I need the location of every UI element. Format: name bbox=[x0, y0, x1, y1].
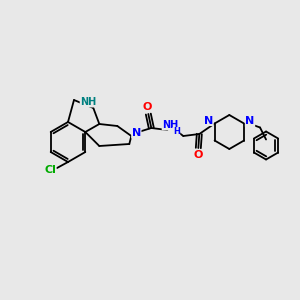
Text: N: N bbox=[132, 128, 141, 138]
Text: N: N bbox=[204, 116, 213, 125]
Text: NH: NH bbox=[80, 97, 96, 107]
Text: O: O bbox=[194, 150, 203, 160]
Text: O: O bbox=[142, 102, 152, 112]
Text: Cl: Cl bbox=[44, 165, 56, 175]
Text: NH: NH bbox=[162, 120, 178, 130]
Text: H: H bbox=[173, 128, 180, 136]
Text: N: N bbox=[245, 116, 255, 127]
